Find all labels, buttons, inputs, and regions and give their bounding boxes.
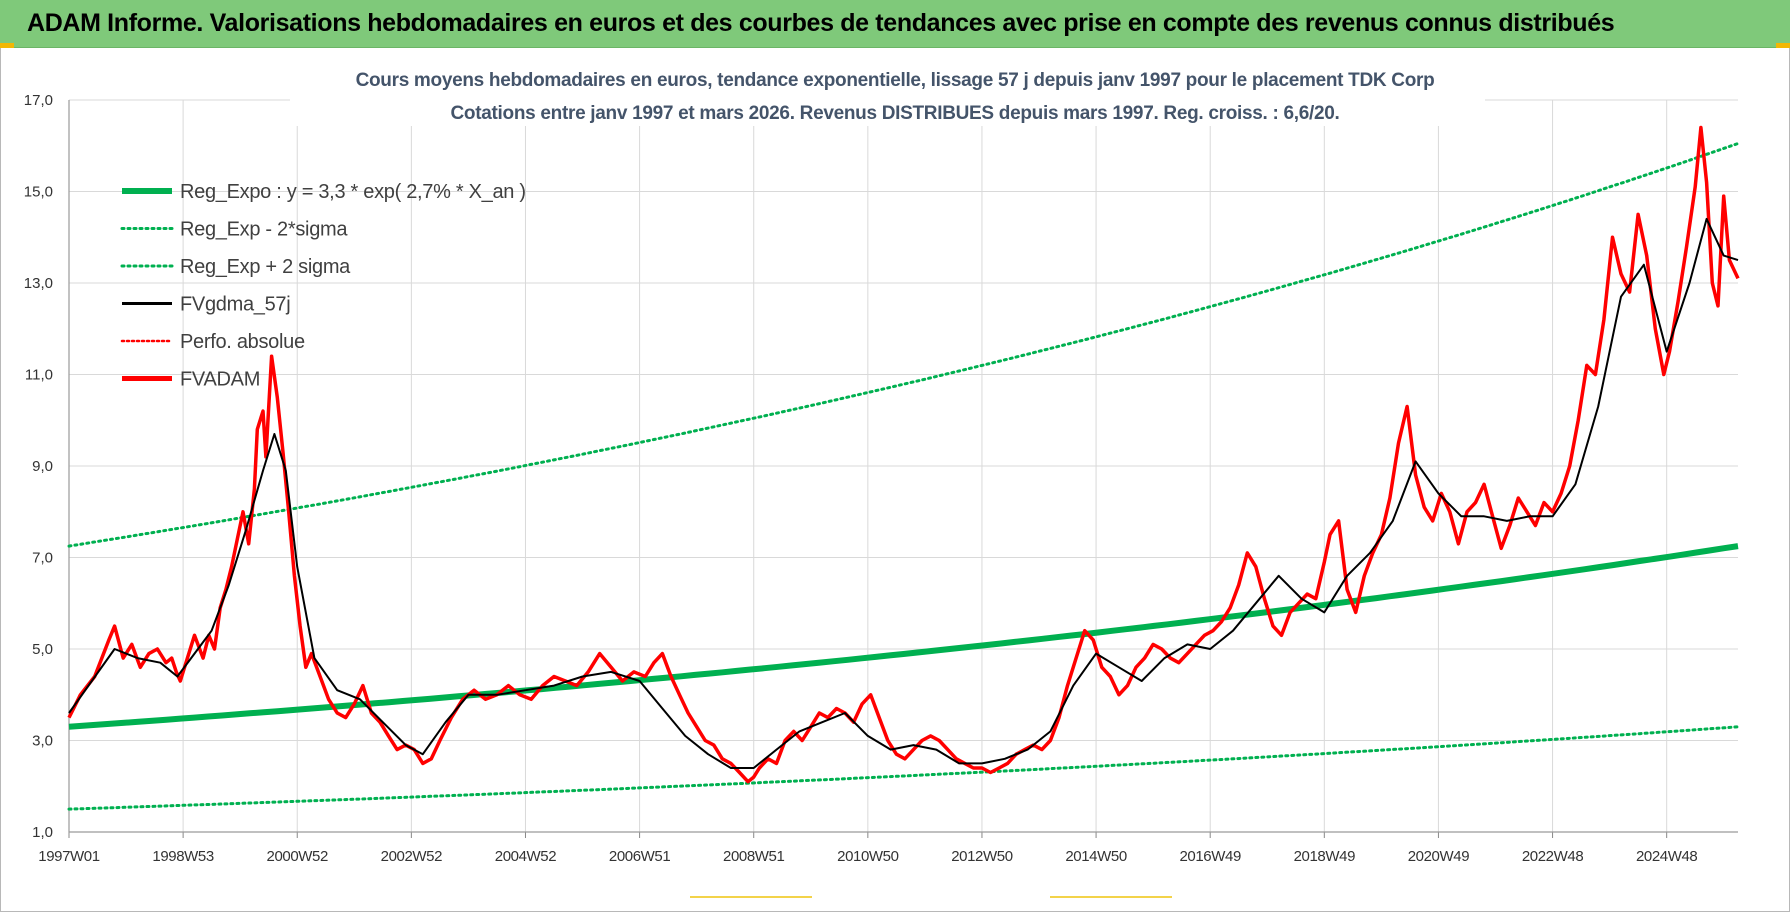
series-reg-exp-plus-2-sigma: [67, 142, 1740, 548]
chart-titles: Cours moyens hebdomadaires en euros, ten…: [290, 64, 1485, 126]
series-reg-exp-minus-2-sigma: [67, 725, 1740, 811]
x-tick-label: 2008W51: [723, 848, 784, 865]
y-tick-label: 13,0: [24, 275, 53, 292]
x-tick-label: 1998W53: [152, 848, 213, 865]
x-tick-label: 2000W52: [267, 848, 328, 865]
x-tick-label: 2002W52: [381, 848, 442, 865]
legend-label-fvg: FVgdma_57j: [180, 294, 290, 316]
y-tick-label: 7,0: [32, 550, 53, 567]
legend-label-perf: Perfo. absolue: [180, 331, 305, 353]
x-tick-label: 2020W49: [1408, 848, 1469, 865]
legend-label-fva: FVADAM: [180, 369, 260, 391]
y-tick-label: 1,0: [32, 824, 53, 841]
corner-mark-left: [0, 43, 14, 48]
x-tick-label: 2010W50: [837, 848, 898, 865]
legend-label-reg: Reg_Expo : y = 3,3 * exp( 2,7% * X_an ): [180, 181, 526, 203]
legend-label-hi: Reg_Exp + 2 sigma: [180, 256, 351, 278]
y-tick-label: 11,0: [25, 367, 53, 384]
y-tick-label: 3,0: [32, 733, 53, 750]
series-reg-expo: [68, 543, 1739, 730]
y-tick-label: 5,0: [32, 641, 53, 658]
x-tick-label: 2024W48: [1636, 848, 1697, 865]
x-tick-label: 1997W01: [38, 848, 99, 865]
valuation-chart: 1,0 3,0 5,0 7,0 9,0 11,0 13,0 15,0 17,0 1997W01 19…: [24, 64, 1740, 865]
x-tick-label: 2006W51: [609, 848, 670, 865]
y-tick-label: 17,0: [24, 92, 53, 109]
chart-title-box: [290, 64, 1485, 126]
chart-title: Cours moyens hebdomadaires en euros, ten…: [356, 70, 1435, 91]
x-tick-label: 2022W48: [1522, 848, 1583, 865]
y-tick-label: 9,0: [32, 458, 53, 475]
series-fvadam: [67, 125, 1740, 784]
report-banner: ADAM Informe. Valorisations hebdomadaire…: [0, 0, 1790, 48]
x-tick-label: 2016W49: [1179, 848, 1240, 865]
bottom-marker-right: [1050, 896, 1172, 898]
chart-subtitle: Cotations entre janv 1997 et mars 2026. …: [450, 103, 1339, 124]
chart-series: [67, 125, 1740, 811]
x-tick-label: 2012W50: [951, 848, 1012, 865]
legend-label-lo: Reg_Exp - 2*sigma: [180, 219, 348, 241]
y-tick-label: 15,0: [24, 184, 53, 201]
series-fvgdma-57j: [68, 217, 1739, 769]
chart-legend: Reg_Expo : y = 3,3 * exp( 2,7% * X_an ) R…: [120, 181, 526, 391]
corner-mark-right: [1776, 43, 1790, 48]
x-tick-label: 2018W49: [1294, 848, 1355, 865]
chart-grid: [68, 99, 1738, 833]
x-tick-label: 2004W52: [495, 848, 556, 865]
x-tick-label: 2014W50: [1065, 848, 1126, 865]
bottom-marker-left: [690, 896, 812, 898]
report-title: ADAM Informe. Valorisations hebdomadaire…: [27, 9, 1615, 37]
chart-axes: 1,0 3,0 5,0 7,0 9,0 11,0 13,0 15,0 17,0 1997W01 19…: [24, 92, 1738, 865]
